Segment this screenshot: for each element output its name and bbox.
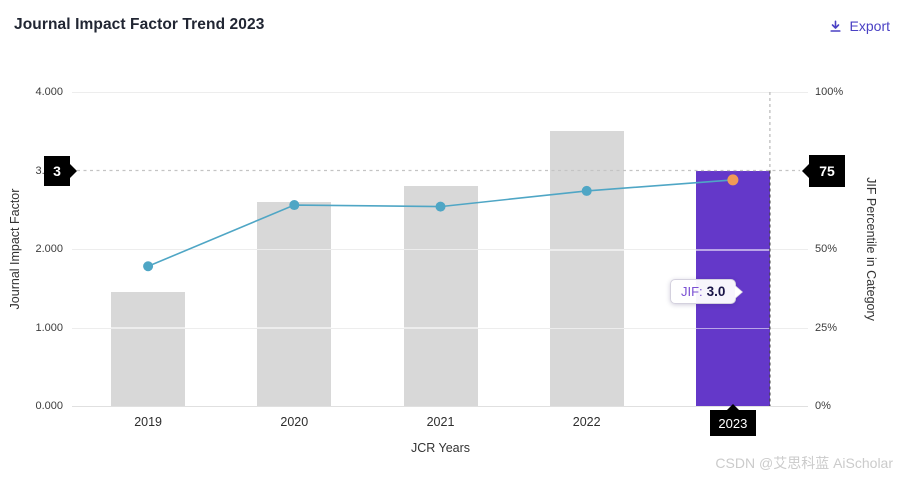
percentile-point-2020[interactable] [289,200,300,211]
tooltip-value: 3.0 [706,284,726,299]
y-axis-tick-left: 2.000 [35,243,63,255]
right-axis-title: JIF Percentile in Category [864,177,878,321]
x-label-2022: 2022 [572,415,601,429]
bar-2021[interactable] [403,186,478,406]
percentile-point-2023[interactable] [727,174,739,186]
bar-2019[interactable] [111,292,186,406]
bar-gridline [695,327,770,329]
gridline [72,406,808,407]
jif-axis-marker: 3 [44,156,77,186]
percentile-point-2019[interactable] [143,261,154,272]
y-axis-tick-left: 4.000 [35,86,63,98]
percentile-point-2021[interactable] [435,201,446,212]
page-title: Journal Impact Factor Trend 2023 [14,16,265,33]
x-label-2021: 2021 [426,415,455,429]
bar-gridline [257,327,332,329]
trend-line-layer [77,92,800,406]
bar-gridline [549,249,624,251]
bar-2022[interactable] [549,131,624,406]
y-axis-tick-left: 0.000 [35,400,63,412]
bar-gridline [257,248,332,251]
bar-gridline [111,327,186,329]
percentile-point-2022[interactable] [581,185,592,196]
bar-gridline [695,249,770,251]
jif-tooltip: JIF: 3.0 [670,279,744,304]
y-axis-tick-right: 50% [815,243,838,255]
export-button[interactable]: Export [828,18,890,34]
bar-2020[interactable] [257,201,332,406]
y-axis-tick-right: 0% [815,400,831,412]
x-axis-title: JCR Years [410,441,471,455]
watermark: CSDN @艾思科蓝 AiScholar [715,455,893,471]
y-axis-tick-right: 25% [815,321,838,334]
x-label-2023-selected: 2023 [709,404,756,436]
gridline [72,92,808,93]
y-axis-tick-left: 1.000 [35,321,63,334]
tooltip-label: JIF: [681,284,703,299]
download-icon [828,19,843,34]
bar-gridline [549,327,624,329]
y-axis-tick-right: 100% [815,86,844,98]
percentile-trend-line [147,179,733,268]
x-label-2020: 2020 [280,415,309,429]
x-label-2019: 2019 [134,415,162,429]
bar-gridline [403,327,478,329]
export-label: Export [849,18,890,34]
percentile-axis-marker: 75 [802,155,845,187]
bar-gridline [403,248,478,251]
